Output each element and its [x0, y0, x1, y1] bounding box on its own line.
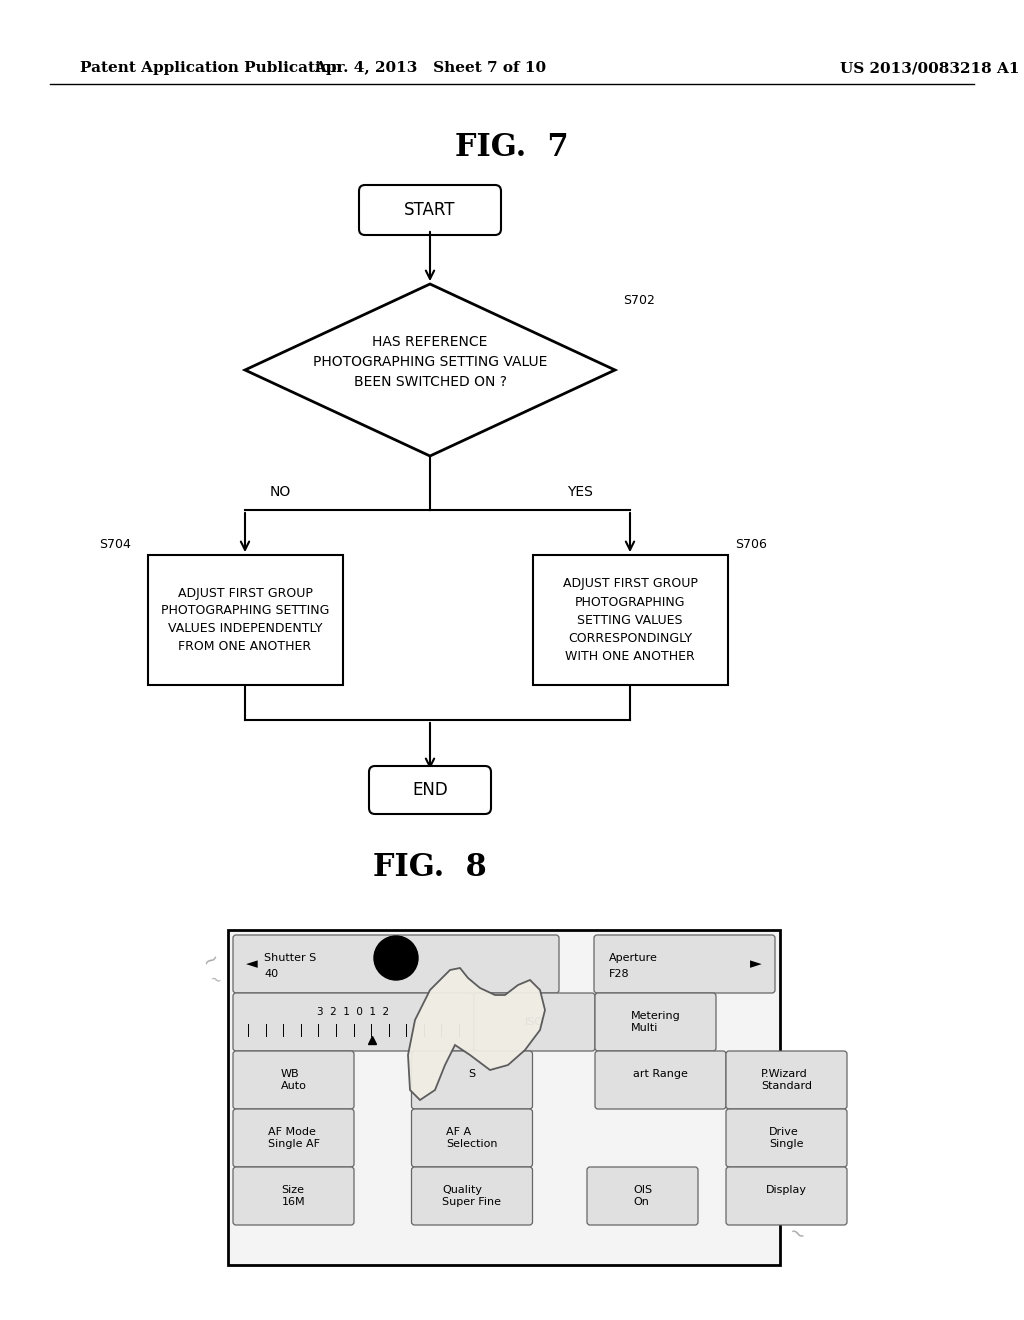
FancyBboxPatch shape	[412, 1051, 532, 1109]
Polygon shape	[245, 284, 615, 455]
Text: art Range: art Range	[633, 1069, 688, 1092]
Text: ADJUST FIRST GROUP
PHOTOGRAPHING
SETTING VALUES
CORRESPONDINGLY
WITH ONE ANOTHER: ADJUST FIRST GROUP PHOTOGRAPHING SETTING…	[562, 578, 697, 663]
Text: Patent Application Publication: Patent Application Publication	[80, 61, 342, 75]
FancyBboxPatch shape	[474, 993, 595, 1051]
Text: US 2013/0083218 A1: US 2013/0083218 A1	[840, 61, 1020, 75]
FancyBboxPatch shape	[595, 993, 716, 1051]
Text: FIG.  8: FIG. 8	[373, 853, 486, 883]
Text: ADJUST FIRST GROUP
PHOTOGRAPHING SETTING
VALUES INDEPENDENTLY
FROM ONE ANOTHER: ADJUST FIRST GROUP PHOTOGRAPHING SETTING…	[161, 586, 329, 653]
Text: WB
Auto: WB Auto	[281, 1069, 306, 1092]
FancyBboxPatch shape	[595, 1051, 726, 1109]
Polygon shape	[408, 968, 545, 1100]
Text: Size
16M: Size 16M	[282, 1185, 305, 1208]
Text: ◄: ◄	[246, 957, 258, 972]
Circle shape	[374, 936, 418, 979]
Text: START: START	[404, 201, 456, 219]
FancyBboxPatch shape	[359, 185, 501, 235]
Text: NO: NO	[269, 484, 291, 499]
Text: HAS REFERENCE
PHOTOGRAPHING SETTING VALUE
BEEN SWITCHED ON ?: HAS REFERENCE PHOTOGRAPHING SETTING VALU…	[312, 335, 547, 388]
Text: END: END	[412, 781, 447, 799]
Text: Shutter S: Shutter S	[264, 953, 316, 964]
Text: ISO: ISO	[525, 1016, 544, 1027]
Text: 3  2  1  0  1  2: 3 2 1 0 1 2	[317, 1007, 389, 1016]
FancyBboxPatch shape	[233, 1109, 354, 1167]
Text: AF A
Selection: AF A Selection	[446, 1127, 498, 1150]
FancyBboxPatch shape	[726, 1051, 847, 1109]
FancyBboxPatch shape	[587, 1167, 698, 1225]
Text: Quality
Super Fine: Quality Super Fine	[442, 1185, 502, 1208]
Text: YES: YES	[567, 484, 593, 499]
Text: S702: S702	[623, 294, 655, 308]
FancyBboxPatch shape	[228, 931, 780, 1265]
Text: AF Mode
Single AF: AF Mode Single AF	[267, 1127, 319, 1150]
Text: Metering
Multi: Metering Multi	[631, 1011, 680, 1034]
Text: ∼: ∼	[207, 972, 223, 989]
FancyBboxPatch shape	[147, 554, 342, 685]
Text: F28: F28	[609, 969, 630, 979]
Text: ►: ►	[751, 957, 762, 972]
Text: ∼: ∼	[785, 1222, 809, 1247]
Text: ∼: ∼	[200, 948, 223, 973]
FancyBboxPatch shape	[532, 554, 727, 685]
Text: S704: S704	[99, 539, 131, 550]
FancyBboxPatch shape	[412, 1167, 532, 1225]
FancyBboxPatch shape	[233, 1051, 354, 1109]
Text: P.Wizard
Standard: P.Wizard Standard	[761, 1069, 812, 1092]
FancyBboxPatch shape	[369, 766, 490, 814]
Text: Apr. 4, 2013   Sheet 7 of 10: Apr. 4, 2013 Sheet 7 of 10	[314, 61, 546, 75]
FancyBboxPatch shape	[726, 1167, 847, 1225]
Text: S: S	[468, 1069, 475, 1092]
Text: Display: Display	[766, 1185, 807, 1208]
Text: Drive
Single: Drive Single	[769, 1127, 804, 1150]
FancyBboxPatch shape	[412, 1109, 532, 1167]
Text: OIS
On: OIS On	[633, 1185, 652, 1208]
FancyBboxPatch shape	[594, 935, 775, 993]
FancyBboxPatch shape	[233, 935, 559, 993]
FancyBboxPatch shape	[233, 993, 474, 1051]
Text: Aperture: Aperture	[609, 953, 657, 964]
FancyBboxPatch shape	[233, 1167, 354, 1225]
Text: 40: 40	[264, 969, 279, 979]
Text: FIG.  7: FIG. 7	[456, 132, 568, 164]
Text: S706: S706	[735, 539, 767, 550]
FancyBboxPatch shape	[726, 1109, 847, 1167]
